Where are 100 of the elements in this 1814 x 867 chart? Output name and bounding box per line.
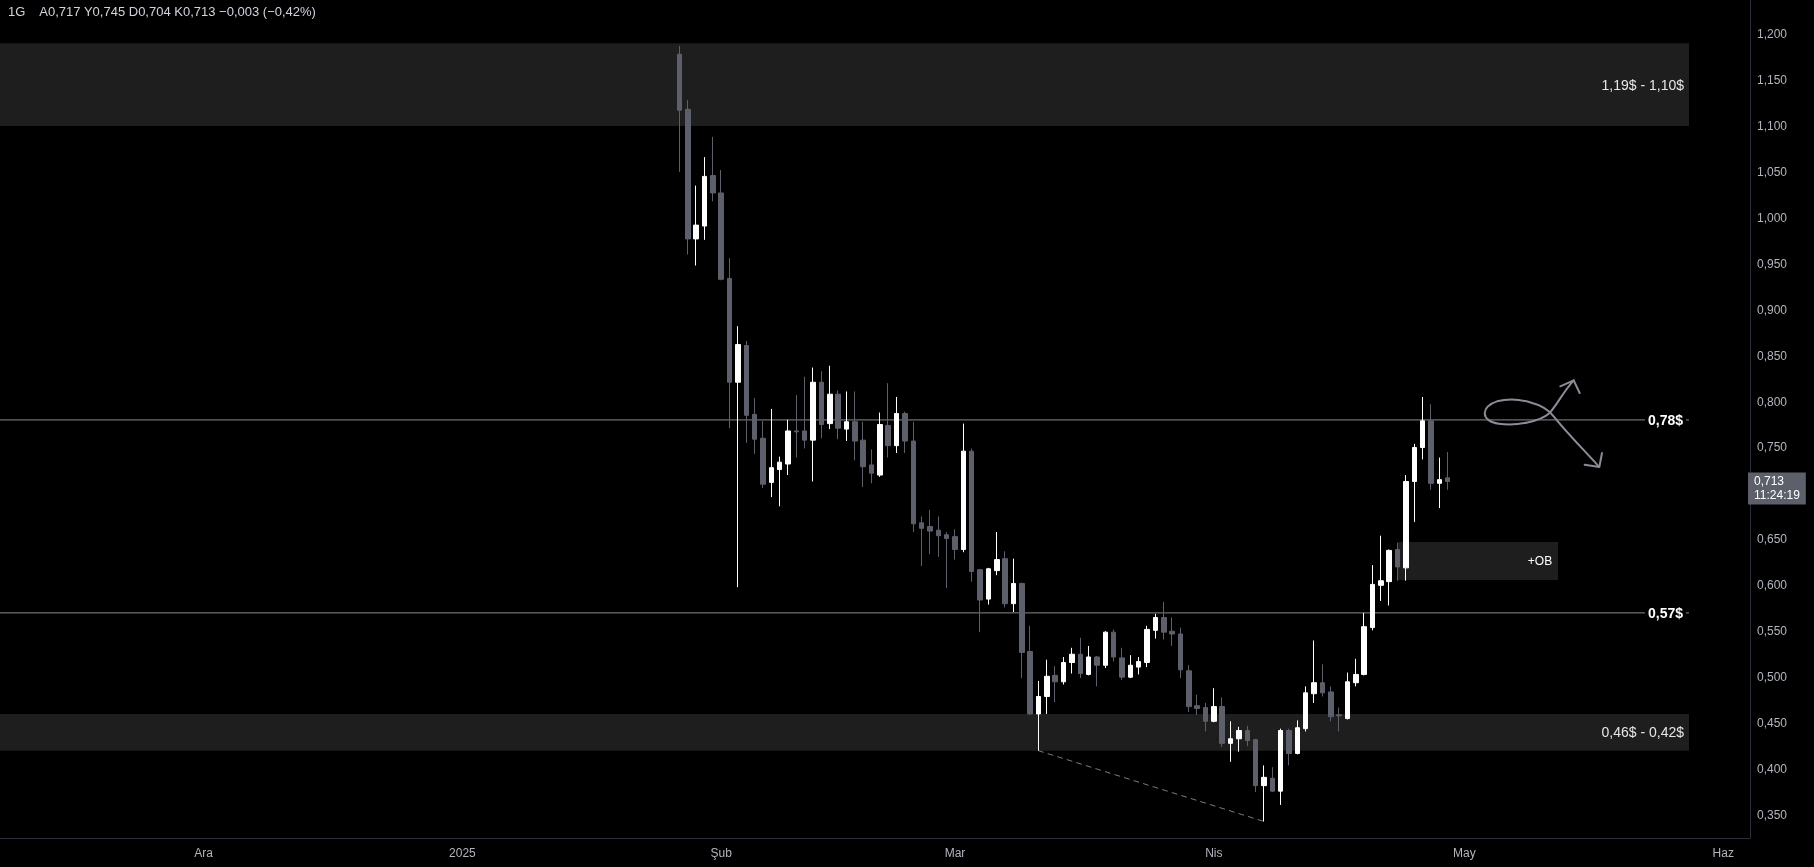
candlestick — [1336, 707, 1342, 732]
candlestick — [1019, 582, 1025, 679]
candlestick — [1353, 658, 1359, 687]
candlestick — [727, 257, 732, 429]
candlestick — [760, 420, 766, 489]
candlestick — [1144, 625, 1150, 668]
candlestick — [994, 531, 1000, 576]
x-tick-label: May — [1453, 846, 1476, 860]
candlestick — [1412, 443, 1417, 523]
candlestick — [944, 531, 949, 589]
candlestick — [894, 396, 899, 454]
candlestick — [835, 390, 841, 440]
candlestick — [961, 423, 966, 553]
y-tick-label: 0,550 — [1757, 624, 1788, 639]
candlestick — [1303, 685, 1308, 732]
candlestick — [1094, 655, 1100, 687]
candlestick — [1036, 680, 1041, 752]
y-tick-label: 0,800 — [1757, 394, 1788, 409]
candlestick — [1378, 535, 1384, 602]
candlestick — [911, 421, 916, 533]
y-tick-label: 1,100 — [1757, 118, 1788, 133]
candlestick — [777, 456, 782, 507]
candlestick — [1245, 725, 1250, 747]
candlestick — [1286, 728, 1292, 766]
y-tick-label: 1,150 — [1757, 72, 1788, 87]
y-tick-label: 0,400 — [1757, 762, 1788, 777]
y-tick-label: 1,000 — [1757, 210, 1788, 225]
candlestick — [1295, 719, 1300, 755]
candlestick — [969, 447, 974, 583]
y-tick-label: 0,450 — [1757, 716, 1788, 731]
candlestick — [752, 397, 757, 455]
candlestick — [986, 567, 991, 606]
candlestick — [827, 365, 833, 430]
candlestick — [1278, 728, 1283, 806]
candlestick — [1253, 738, 1258, 793]
candlestick — [919, 515, 924, 567]
candlestick — [877, 412, 883, 478]
x-tick-label: Şub — [710, 846, 733, 860]
candlestick — [1370, 564, 1375, 631]
candlestick — [1270, 766, 1275, 793]
candlestick — [1052, 665, 1058, 703]
x-tick-label: Ara — [194, 846, 214, 860]
candlestick — [1078, 637, 1083, 679]
candlestick — [885, 382, 891, 459]
candlestick — [869, 448, 874, 484]
candlestick — [1328, 685, 1334, 722]
candlestick — [1161, 601, 1167, 641]
candlestick — [769, 408, 774, 498]
candlestick — [977, 568, 983, 633]
y-tick-label: 0,650 — [1757, 532, 1788, 547]
candlestick — [1261, 764, 1267, 822]
y-tick-label: 0,500 — [1757, 670, 1788, 685]
candlestick — [1445, 451, 1450, 491]
candlestick — [1169, 616, 1175, 647]
candlestick — [1345, 672, 1350, 720]
candlestick — [1119, 647, 1125, 681]
candlestick — [710, 136, 716, 202]
candlestick — [1386, 548, 1392, 607]
x-tick-label: 2025 — [449, 846, 477, 860]
candlestick — [718, 169, 724, 281]
x-tick-label: Mar — [944, 846, 966, 860]
candlestick — [1211, 687, 1217, 723]
candlestick — [1128, 654, 1133, 679]
candlestick — [1361, 612, 1367, 676]
candlestick — [744, 340, 749, 444]
band-label: 1,19$ - 1,10$ — [1601, 76, 1685, 93]
ref-line-label: 0,57$ — [1647, 604, 1684, 621]
x-tick-label: Haz — [1712, 846, 1734, 860]
ref-line-label: 0,78$ — [1647, 411, 1684, 428]
annotation: 1G — [8, 4, 26, 19]
candlestick — [1236, 726, 1242, 753]
candlestick — [1203, 702, 1208, 732]
candlestick — [902, 411, 908, 454]
candlestick — [1153, 613, 1158, 640]
candlestick — [952, 528, 958, 561]
candlestick — [1027, 625, 1033, 716]
candlestick — [1069, 647, 1075, 675]
candlestick — [785, 419, 791, 476]
candlestick — [936, 515, 941, 558]
y-tick-label: 0,950 — [1757, 256, 1788, 271]
candlestick — [1086, 645, 1091, 676]
candlestick — [702, 156, 707, 241]
candlestick — [735, 325, 741, 588]
candlestick — [810, 367, 816, 482]
candlestick — [1061, 656, 1066, 686]
candlestick — [1044, 659, 1050, 715]
candlestick — [1002, 550, 1008, 608]
candlestick — [1320, 663, 1325, 697]
candlestick — [1219, 696, 1225, 748]
candlestick — [802, 376, 807, 449]
candlestick — [1103, 630, 1108, 669]
candlestick — [819, 370, 824, 439]
x-tick-label: Nis — [1205, 846, 1223, 860]
candlestick — [1178, 627, 1183, 679]
candlestick — [794, 394, 799, 459]
candlestick — [1136, 656, 1141, 675]
candlestick — [1311, 639, 1317, 704]
candlestick — [677, 45, 682, 173]
candlestick — [844, 390, 849, 442]
candlestick — [852, 390, 858, 461]
